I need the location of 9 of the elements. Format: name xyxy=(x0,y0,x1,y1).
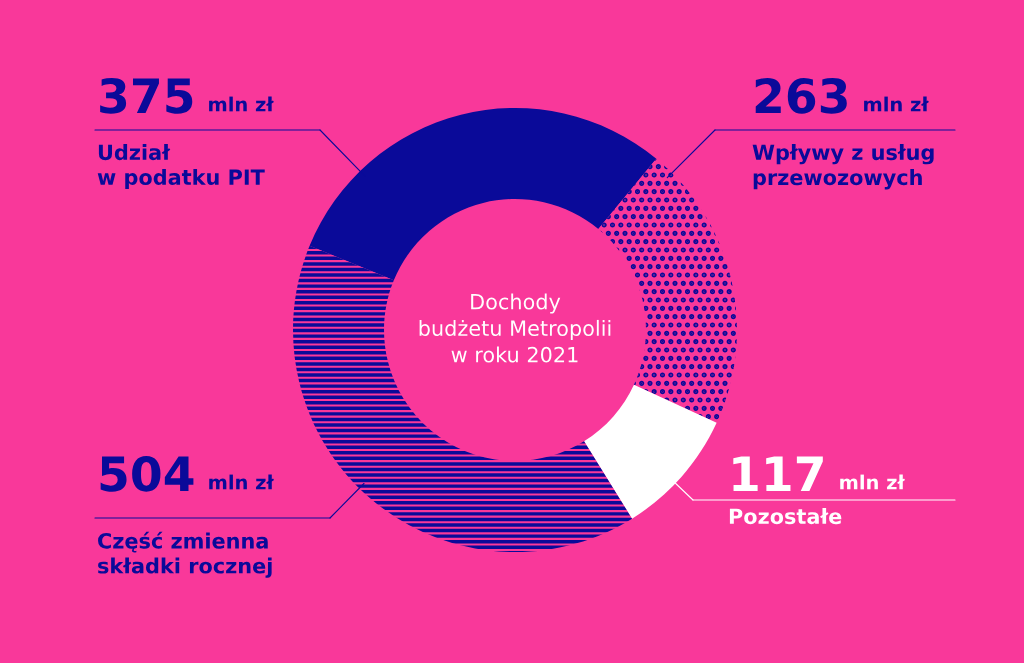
data-label: 117 mln zł xyxy=(733,456,906,492)
text: Dochody budżetu Metropolii w roku 2021 xyxy=(419,293,611,363)
slice-label: Udział w podatku PIT xyxy=(97,144,265,190)
slice-label: Wpływy z usług przewozowych xyxy=(752,144,934,190)
data-label: 375 mln zł xyxy=(100,77,274,114)
data-label: 504 mln zł xyxy=(100,455,275,492)
slice-label: Pozostałe xyxy=(729,508,842,525)
data-label: 263 mln zł xyxy=(755,77,929,114)
slice-label: Część zmienna składki rocznej xyxy=(98,531,272,578)
